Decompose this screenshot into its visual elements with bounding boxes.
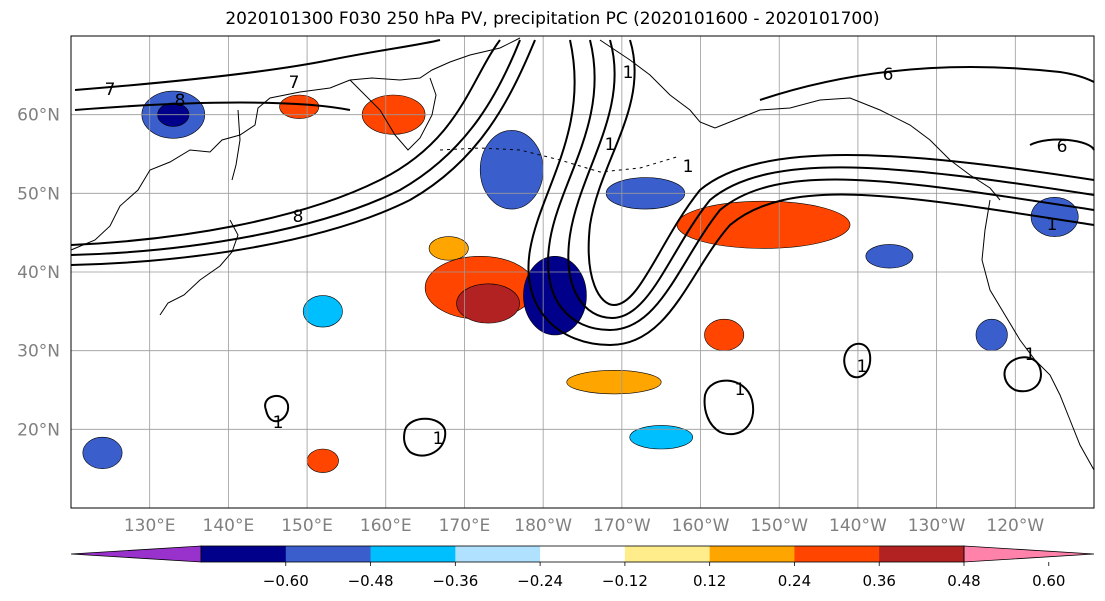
- pv-contour: [843, 342, 872, 379]
- colorbar-tick-label: 0.60: [1032, 572, 1065, 590]
- colorbar-tick-label: 0.12: [693, 572, 726, 590]
- colorbar-segment: [709, 546, 795, 562]
- colorbar-extension-max: [963, 545, 1095, 563]
- latitude-label: 60°N: [17, 106, 60, 126]
- pv-contour: [1029, 138, 1095, 151]
- longitude-label: 180°W: [514, 516, 572, 536]
- contour-value-label: 8: [175, 91, 186, 111]
- precip-anomaly-blob: [302, 295, 343, 328]
- colorbar-tick-label: −0.36: [432, 572, 478, 590]
- colorbar-frame: [200, 545, 965, 563]
- longitude-label: 160°W: [672, 516, 730, 536]
- contour-value-label: 1: [735, 380, 746, 400]
- longitude-label: 150°E: [281, 516, 333, 536]
- longitude-label: 130°E: [124, 516, 176, 536]
- precip-anomaly-blob: [428, 236, 469, 261]
- alaska-coastline: [599, 39, 1001, 201]
- colorbar-segment: [285, 546, 372, 562]
- colorbar-segment: [201, 546, 287, 562]
- precip-anomaly-blob: [566, 370, 662, 395]
- precip-anomaly-blob: [306, 448, 339, 473]
- pv-contour: [1003, 356, 1042, 393]
- pv-contour: [70, 39, 536, 266]
- north-america-coastline: [981, 199, 1095, 471]
- contour-value-label: 1: [433, 429, 444, 449]
- longitude-label: 160°E: [360, 516, 412, 536]
- map-panel: 7 8 7 8 6 6 1 1 1 1 1 1 1 1 1 60°N 50°N 40°N 30°N 20°N 130…: [17, 35, 1095, 536]
- longitude-label: 130°W: [908, 516, 966, 536]
- precip-anomaly-blob: [1030, 196, 1079, 237]
- colorbar-tick-label: −0.24: [517, 572, 563, 590]
- contour-value-label: 7: [289, 73, 300, 93]
- longitude-label: 170°E: [439, 516, 491, 536]
- pv-contour: [759, 66, 1095, 101]
- colorbar-tick-label: −0.60: [263, 572, 309, 590]
- contour-value-label: 1: [605, 135, 616, 155]
- pv-contour: [74, 101, 351, 111]
- latitude-label: 50°N: [17, 184, 60, 204]
- colorbar-tick-label: 0.36: [863, 572, 896, 590]
- figure-title: 2020101300 F030 250 hPa PV, precipitatio…: [225, 9, 880, 29]
- contour-value-label: 1: [273, 413, 284, 433]
- contour-value-label: 8: [293, 207, 304, 227]
- pv-contour: [70, 39, 521, 256]
- pv-contour: [74, 39, 441, 91]
- latitude-label: 20°N: [17, 420, 60, 440]
- colorbar-segment: [879, 546, 965, 562]
- colorbar-segment: [370, 546, 456, 562]
- contour-value-label: 1: [623, 63, 634, 83]
- longitude-label: 140°E: [203, 516, 255, 536]
- latitude-label: 30°N: [17, 342, 60, 362]
- precip-anomaly-blob: [704, 318, 745, 351]
- pv-contour: [547, 39, 1095, 332]
- colorbar-tick-label: 0.48: [947, 572, 980, 590]
- pv-contour: [264, 395, 290, 423]
- contour-value-label: 1: [683, 157, 694, 177]
- precip-anomaly-blob: [479, 130, 544, 210]
- contour-value-label: 6: [883, 65, 894, 85]
- precip-anomaly-blob: [82, 436, 123, 469]
- contour-value-label: 1: [857, 357, 868, 377]
- latitude-label: 40°N: [17, 263, 60, 283]
- colorbar-extension-min: [70, 545, 202, 563]
- colorbar-tick-label: 0.24: [778, 572, 811, 590]
- contour-value-label: 7: [105, 80, 116, 100]
- kamchatka-coastline: [349, 77, 437, 151]
- contour-value-label: 1: [1047, 215, 1058, 235]
- pv-contour: [587, 39, 1095, 307]
- map-frame: [70, 35, 1095, 509]
- pv-contour: [527, 39, 1095, 347]
- colorbar-segment: [794, 546, 880, 562]
- colorbar-tick-label: −0.48: [348, 572, 394, 590]
- pv-contour: [703, 379, 755, 436]
- gridlines: [71, 36, 1094, 508]
- colorbar-segment: [540, 546, 626, 562]
- longitude-label: 170°W: [593, 516, 651, 536]
- asia-coastline: [70, 37, 521, 251]
- pv-contour: [567, 39, 1095, 320]
- colorbar-tick-label: −0.12: [602, 572, 648, 590]
- pv-contour-layer: [70, 39, 1095, 457]
- precip-anomaly-blob: [865, 244, 914, 269]
- pv-contour: [403, 417, 447, 457]
- colorbar-segment: [455, 546, 541, 562]
- colorbar-tick-labels: −0.60 −0.48 −0.36 −0.24 −0.12 0.12 0.24 0.36 0.4…: [263, 562, 1065, 590]
- contour-value-label: 1: [1025, 345, 1036, 365]
- precip-anomaly-blob: [456, 283, 520, 324]
- precip-anomaly-blob: [629, 425, 693, 450]
- longitude-labels: 130°E 140°E 150°E 160°E 170°E 180°W 170°W 160°W…: [124, 516, 1045, 536]
- longitude-label: 120°W: [986, 516, 1044, 536]
- pv-contour: [70, 39, 501, 246]
- precip-anomaly-blob: [279, 94, 320, 119]
- contour-labels: 7 8 7 8 6 6 1 1 1 1 1 1 1 1 1: [105, 63, 1068, 449]
- colorbar: [70, 545, 1095, 563]
- latitude-labels: 60°N 50°N 40°N 30°N 20°N: [17, 106, 60, 441]
- colorbar-segment: [624, 546, 711, 562]
- sakhalin-coastline: [231, 109, 241, 181]
- contour-value-label: 6: [1057, 137, 1068, 157]
- precip-anomaly-blob: [975, 318, 1008, 351]
- longitude-label: 150°W: [750, 516, 808, 536]
- longitude-label: 140°W: [829, 516, 887, 536]
